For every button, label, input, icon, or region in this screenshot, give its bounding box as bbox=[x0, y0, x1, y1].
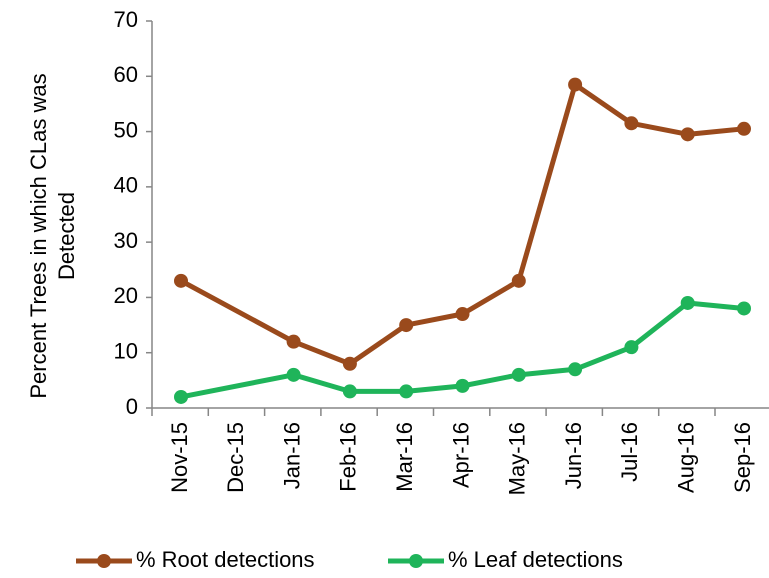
x-tick-label: Dec-15 bbox=[223, 422, 248, 493]
y-tick-label: 20 bbox=[114, 283, 138, 308]
legend-marker bbox=[409, 554, 423, 568]
x-tick-label: Jun-16 bbox=[561, 422, 586, 489]
y-tick-label: 30 bbox=[114, 228, 138, 253]
data-point bbox=[511, 273, 526, 288]
x-tick-label: Nov-15 bbox=[167, 422, 192, 493]
data-point bbox=[624, 340, 639, 355]
series-line bbox=[179, 82, 745, 367]
data-point bbox=[568, 77, 583, 92]
data-point bbox=[399, 318, 414, 333]
data-point bbox=[511, 367, 526, 382]
data-point bbox=[174, 273, 188, 288]
data-point bbox=[737, 121, 751, 136]
data-point bbox=[399, 384, 414, 399]
x-tick-label: May-16 bbox=[505, 422, 530, 495]
x-tick-label: Feb-16 bbox=[336, 422, 361, 492]
x-tick-label: Apr-16 bbox=[448, 422, 473, 488]
data-point bbox=[342, 356, 357, 371]
y-tick-label: 60 bbox=[114, 62, 138, 87]
x-tick-label: Jan-16 bbox=[279, 422, 304, 489]
y-tick-label: 10 bbox=[114, 339, 138, 364]
series-line bbox=[180, 300, 745, 400]
data-point bbox=[455, 378, 470, 393]
data-point bbox=[680, 295, 695, 310]
legend-label: % Leaf detections bbox=[448, 547, 623, 572]
y-tick-label: 40 bbox=[114, 173, 138, 198]
y-tick-label: 50 bbox=[114, 117, 138, 142]
x-tick-label: Aug-16 bbox=[674, 422, 699, 493]
y-tick-label: 0 bbox=[126, 394, 138, 419]
data-point bbox=[568, 362, 583, 377]
data-point bbox=[342, 384, 357, 399]
data-point bbox=[174, 389, 188, 404]
legend-label: % Root detections bbox=[136, 547, 315, 572]
data-point bbox=[737, 301, 751, 316]
x-tick-label: Jul-16 bbox=[617, 422, 642, 482]
data-point bbox=[286, 367, 301, 382]
data-point bbox=[286, 334, 301, 349]
y-tick-label: 70 bbox=[114, 7, 138, 32]
y-axis-title: Percent Trees in which CLas was bbox=[26, 73, 51, 398]
x-tick-label: Sep-16 bbox=[730, 422, 755, 493]
data-point bbox=[624, 116, 639, 131]
x-tick-label: Mar-16 bbox=[392, 422, 417, 492]
legend-marker bbox=[97, 554, 111, 568]
y-axis-title: Detected bbox=[54, 192, 79, 280]
data-point bbox=[680, 127, 695, 142]
data-point bbox=[455, 307, 470, 322]
